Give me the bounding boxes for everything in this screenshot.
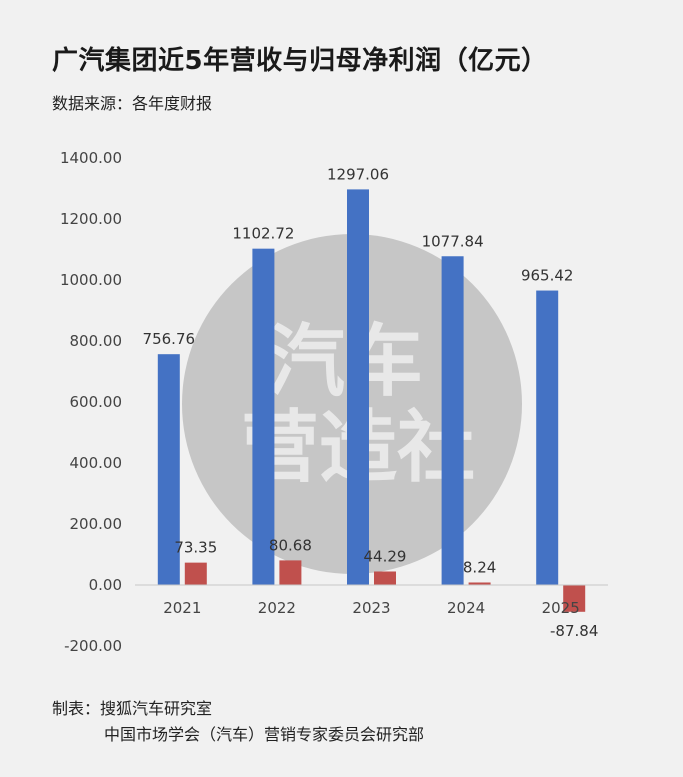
x-tick-label: 2024 — [447, 599, 485, 617]
profit-bar — [279, 560, 302, 585]
revenue-bar — [536, 290, 559, 585]
x-tick-label: 2025 — [542, 599, 580, 617]
footer-line-1: 制表：搜狐汽车研究室 — [52, 699, 213, 718]
y-tick-label: 1400.00 — [60, 149, 122, 167]
y-tick-label: 0.00 — [89, 576, 122, 594]
y-tick-label: 800.00 — [70, 332, 123, 350]
y-tick-label: 200.00 — [70, 515, 123, 533]
revenue-value-label: 756.76 — [143, 330, 196, 348]
watermark-text-line1: 汽车 — [267, 317, 423, 407]
y-tick-label: 1000.00 — [60, 271, 122, 289]
revenue-value-label: 1102.72 — [232, 225, 294, 243]
profit-bar — [563, 585, 586, 612]
x-tick-label: 2021 — [163, 599, 201, 617]
profit-value-label: -87.84 — [550, 622, 598, 640]
footer: 制表：搜狐汽车研究室 中国市场学会（汽车）营销专家委员会研究部 — [52, 696, 424, 748]
profit-value-label: 8.24 — [463, 558, 496, 576]
profit-value-label: 80.68 — [269, 536, 312, 554]
data-labels: 756.76 73.35 1102.72 80.68 1297.06 44.29 1077.… — [143, 165, 599, 639]
revenue-bar — [252, 248, 275, 585]
profit-bar — [374, 571, 396, 585]
revenue-bar — [157, 354, 180, 585]
bars — [157, 189, 586, 612]
x-axis: 2021 2022 2023 2024 2025 — [163, 599, 580, 617]
y-tick-label: 600.00 — [70, 393, 123, 411]
y-tick-label: 400.00 — [70, 454, 123, 472]
x-tick-label: 2023 — [352, 599, 390, 617]
profit-bar — [468, 582, 491, 585]
x-tick-label: 2022 — [258, 599, 296, 617]
chart-title: 广汽集团近5年营收与归母净利润（亿元） — [52, 46, 548, 76]
y-axis: 1400.00 1200.00 1000.00 800.00 600.00 400.00 2… — [60, 149, 122, 655]
profit-bar — [184, 562, 207, 585]
revenue-bar — [441, 256, 464, 585]
y-tick-label: 1200.00 — [60, 210, 122, 228]
revenue-value-label: 965.42 — [521, 267, 574, 285]
data-source: 数据来源：各年度财报 — [52, 94, 213, 113]
revenue-value-label: 1077.84 — [422, 232, 484, 250]
footer-line-2: 中国市场学会（汽车）营销专家委员会研究部 — [104, 725, 425, 744]
y-tick-label: -200.00 — [64, 637, 122, 655]
profit-value-label: 44.29 — [364, 547, 407, 565]
profit-value-label: 73.35 — [174, 539, 217, 557]
revenue-bar — [347, 189, 369, 585]
revenue-value-label: 1297.06 — [327, 165, 389, 183]
